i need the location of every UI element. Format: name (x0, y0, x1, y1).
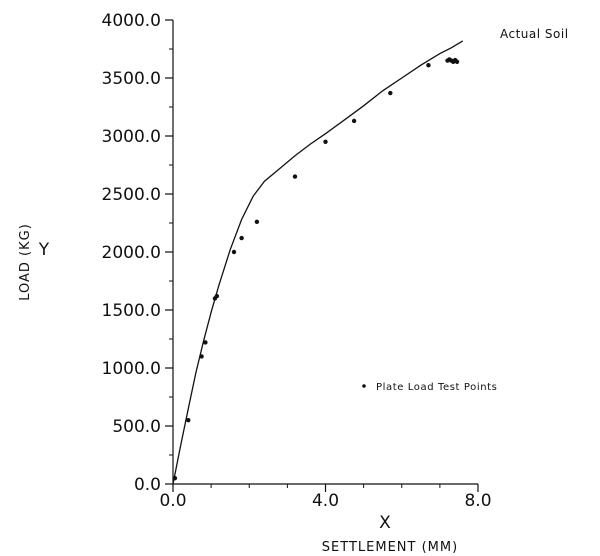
x-tick-label: 8.0 (464, 491, 491, 511)
legend-label: Plate Load Test Points (376, 382, 497, 393)
series-layer (172, 40, 464, 485)
y-tick-label: 4000.0 (102, 11, 161, 31)
test-point (172, 476, 178, 481)
y-tick-label: 2000.0 (102, 243, 161, 263)
test-point (388, 90, 393, 96)
y-tick-label: 1500.0 (102, 301, 161, 321)
x-tick-label: 4.0 (312, 491, 339, 511)
test-point (426, 63, 431, 68)
y-tick-label: 500.0 (112, 417, 161, 437)
y-tick-label: 1000.0 (102, 359, 161, 379)
y-tick-label: 0.0 (134, 475, 161, 495)
series-line-actual-soil (172, 40, 464, 485)
y-tick-label: 2500.0 (102, 185, 161, 205)
y-tick-label: 3000.0 (102, 127, 161, 147)
x-ticks: 0.0 4.0 8.0 (159, 484, 492, 511)
test-point (323, 139, 328, 144)
test-point (454, 59, 460, 64)
test-point (254, 219, 260, 225)
test-point (199, 354, 204, 359)
test-point (186, 418, 191, 423)
actual-soil-annotation: Actual Soil (500, 27, 569, 41)
test-point (203, 340, 208, 345)
x-axis-title: SETTLEMENT (MM) (322, 540, 458, 555)
test-point (239, 235, 244, 241)
test-point (231, 249, 237, 255)
x-axis-letter: X (379, 513, 391, 533)
x-tick-label: 0.0 (159, 491, 186, 511)
y-ticks: 0.0 500.0 1000.0 1500.0 2000.0 2500.0 3000.0 35… (102, 11, 173, 495)
axes (172, 20, 478, 485)
y-tick-label: 3500.0 (102, 69, 161, 89)
test-point (214, 293, 220, 299)
test-point (292, 174, 298, 179)
legend-point-marker (362, 384, 366, 388)
test-point (351, 118, 357, 124)
y-axis-title: LOAD (KG) (18, 223, 33, 301)
y-axis-letter: Y (38, 240, 50, 260)
